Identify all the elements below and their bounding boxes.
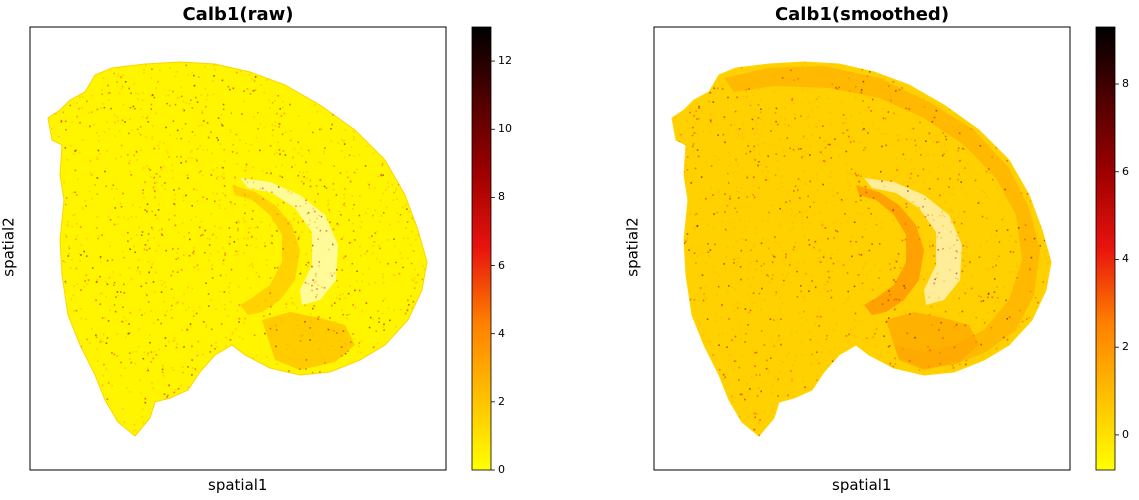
- x-axis-label: spatial1: [208, 476, 268, 494]
- colorbar-tick-label: 0: [1122, 427, 1129, 441]
- colorbar-tick-label: 8: [498, 190, 505, 204]
- colorbar: [1095, 26, 1116, 471]
- raw-spatial-plot: [29, 26, 495, 471]
- plot-frame: [653, 26, 1071, 471]
- colorbar-tick-label: 0: [498, 463, 505, 476]
- tissue-section: [671, 61, 1052, 437]
- chart-title: Calb1(smoothed): [774, 4, 950, 25]
- colorbar: [471, 26, 492, 471]
- colorbar-tick-label: 2: [498, 394, 505, 408]
- hotspot-hippocampal-band: [856, 185, 924, 315]
- colorbar-tick-label: 12: [498, 54, 512, 68]
- colorbar-tick-label: 6: [1122, 164, 1129, 178]
- x-axis-label: spatial1: [832, 476, 892, 494]
- colorbar-tick-label: 2: [1122, 340, 1129, 354]
- hotspot-lower-cortex: [886, 312, 979, 370]
- hotspot-cortical-layer: [724, 66, 1040, 368]
- left-panel: Calb1(raw) spatial1 spatial2: [0, 0, 560, 500]
- y-axis-label: spatial2: [623, 217, 642, 277]
- hotspot-lower-cortex: [262, 312, 355, 370]
- hotspot-hippocampal-band: [232, 185, 300, 315]
- colorbar-tick-label: 4: [498, 326, 505, 340]
- colorbar-tick-label: 8: [1122, 77, 1129, 91]
- colorbar-tick-label: 10: [498, 122, 512, 136]
- plot-frame: [29, 26, 447, 471]
- white-pocket: [240, 178, 338, 305]
- colorbar-tick-label: 6: [498, 258, 505, 272]
- colorbar-tick-label: 4: [1122, 252, 1129, 266]
- chart-title: Calb1(raw): [182, 4, 294, 25]
